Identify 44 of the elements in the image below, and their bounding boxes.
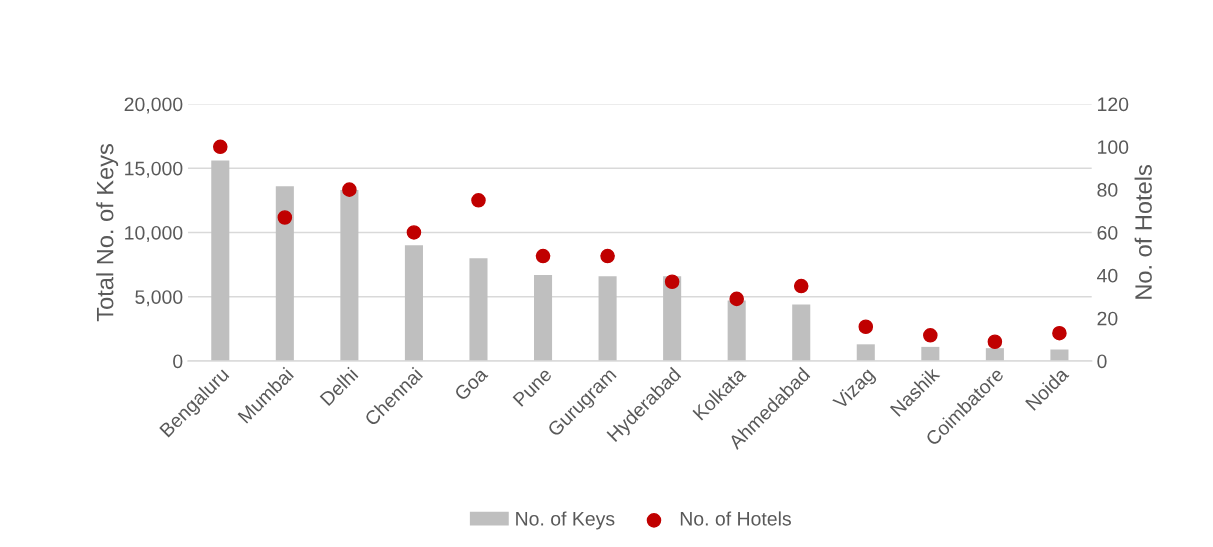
bar bbox=[404, 245, 423, 362]
bar bbox=[792, 304, 811, 362]
point bbox=[535, 248, 551, 264]
y-tick-label: 5,000 bbox=[135, 290, 183, 307]
y-tick-label: 20,000 bbox=[124, 97, 183, 114]
bar bbox=[1050, 349, 1069, 362]
bar bbox=[727, 300, 746, 362]
bar bbox=[275, 186, 294, 362]
y-tick-label: 0 bbox=[173, 354, 183, 369]
point bbox=[987, 334, 1003, 350]
legend-label: No. of Hotels bbox=[680, 511, 791, 526]
y2-tick-label: 60 bbox=[1097, 225, 1118, 240]
point bbox=[923, 328, 938, 343]
y2-tick-label: 120 bbox=[1098, 97, 1129, 112]
point bbox=[729, 291, 744, 307]
bar bbox=[856, 344, 875, 362]
legend-label: No. of Keys bbox=[516, 511, 615, 530]
bar bbox=[921, 346, 940, 362]
y-tick-label: 10,000 bbox=[125, 225, 183, 243]
point bbox=[471, 193, 486, 208]
y2-tick-label: 20 bbox=[1097, 311, 1118, 326]
point bbox=[600, 248, 615, 264]
y2-tick-label: 40 bbox=[1097, 268, 1118, 283]
bar bbox=[211, 160, 230, 362]
bar bbox=[534, 274, 553, 362]
point bbox=[793, 278, 809, 294]
x-tick-label: Goa bbox=[453, 366, 489, 402]
point bbox=[664, 274, 680, 290]
bar bbox=[598, 276, 617, 362]
y2-tick-label: 0 bbox=[1097, 354, 1107, 369]
bar bbox=[340, 190, 359, 362]
point bbox=[342, 182, 357, 197]
point bbox=[858, 319, 874, 335]
point bbox=[406, 225, 422, 240]
y-tick-label: 15,000 bbox=[125, 161, 183, 178]
y2-tick-label: 80 bbox=[1097, 183, 1118, 197]
bar bbox=[469, 258, 488, 362]
y2-tick-label: 100 bbox=[1098, 140, 1129, 155]
point bbox=[213, 139, 228, 155]
point bbox=[277, 210, 293, 225]
y2-axis-title: No. of Hotels bbox=[1134, 165, 1152, 299]
bar bbox=[985, 348, 1004, 362]
y-axis-title: Total No. of Keys bbox=[96, 144, 119, 322]
point bbox=[1052, 325, 1067, 341]
